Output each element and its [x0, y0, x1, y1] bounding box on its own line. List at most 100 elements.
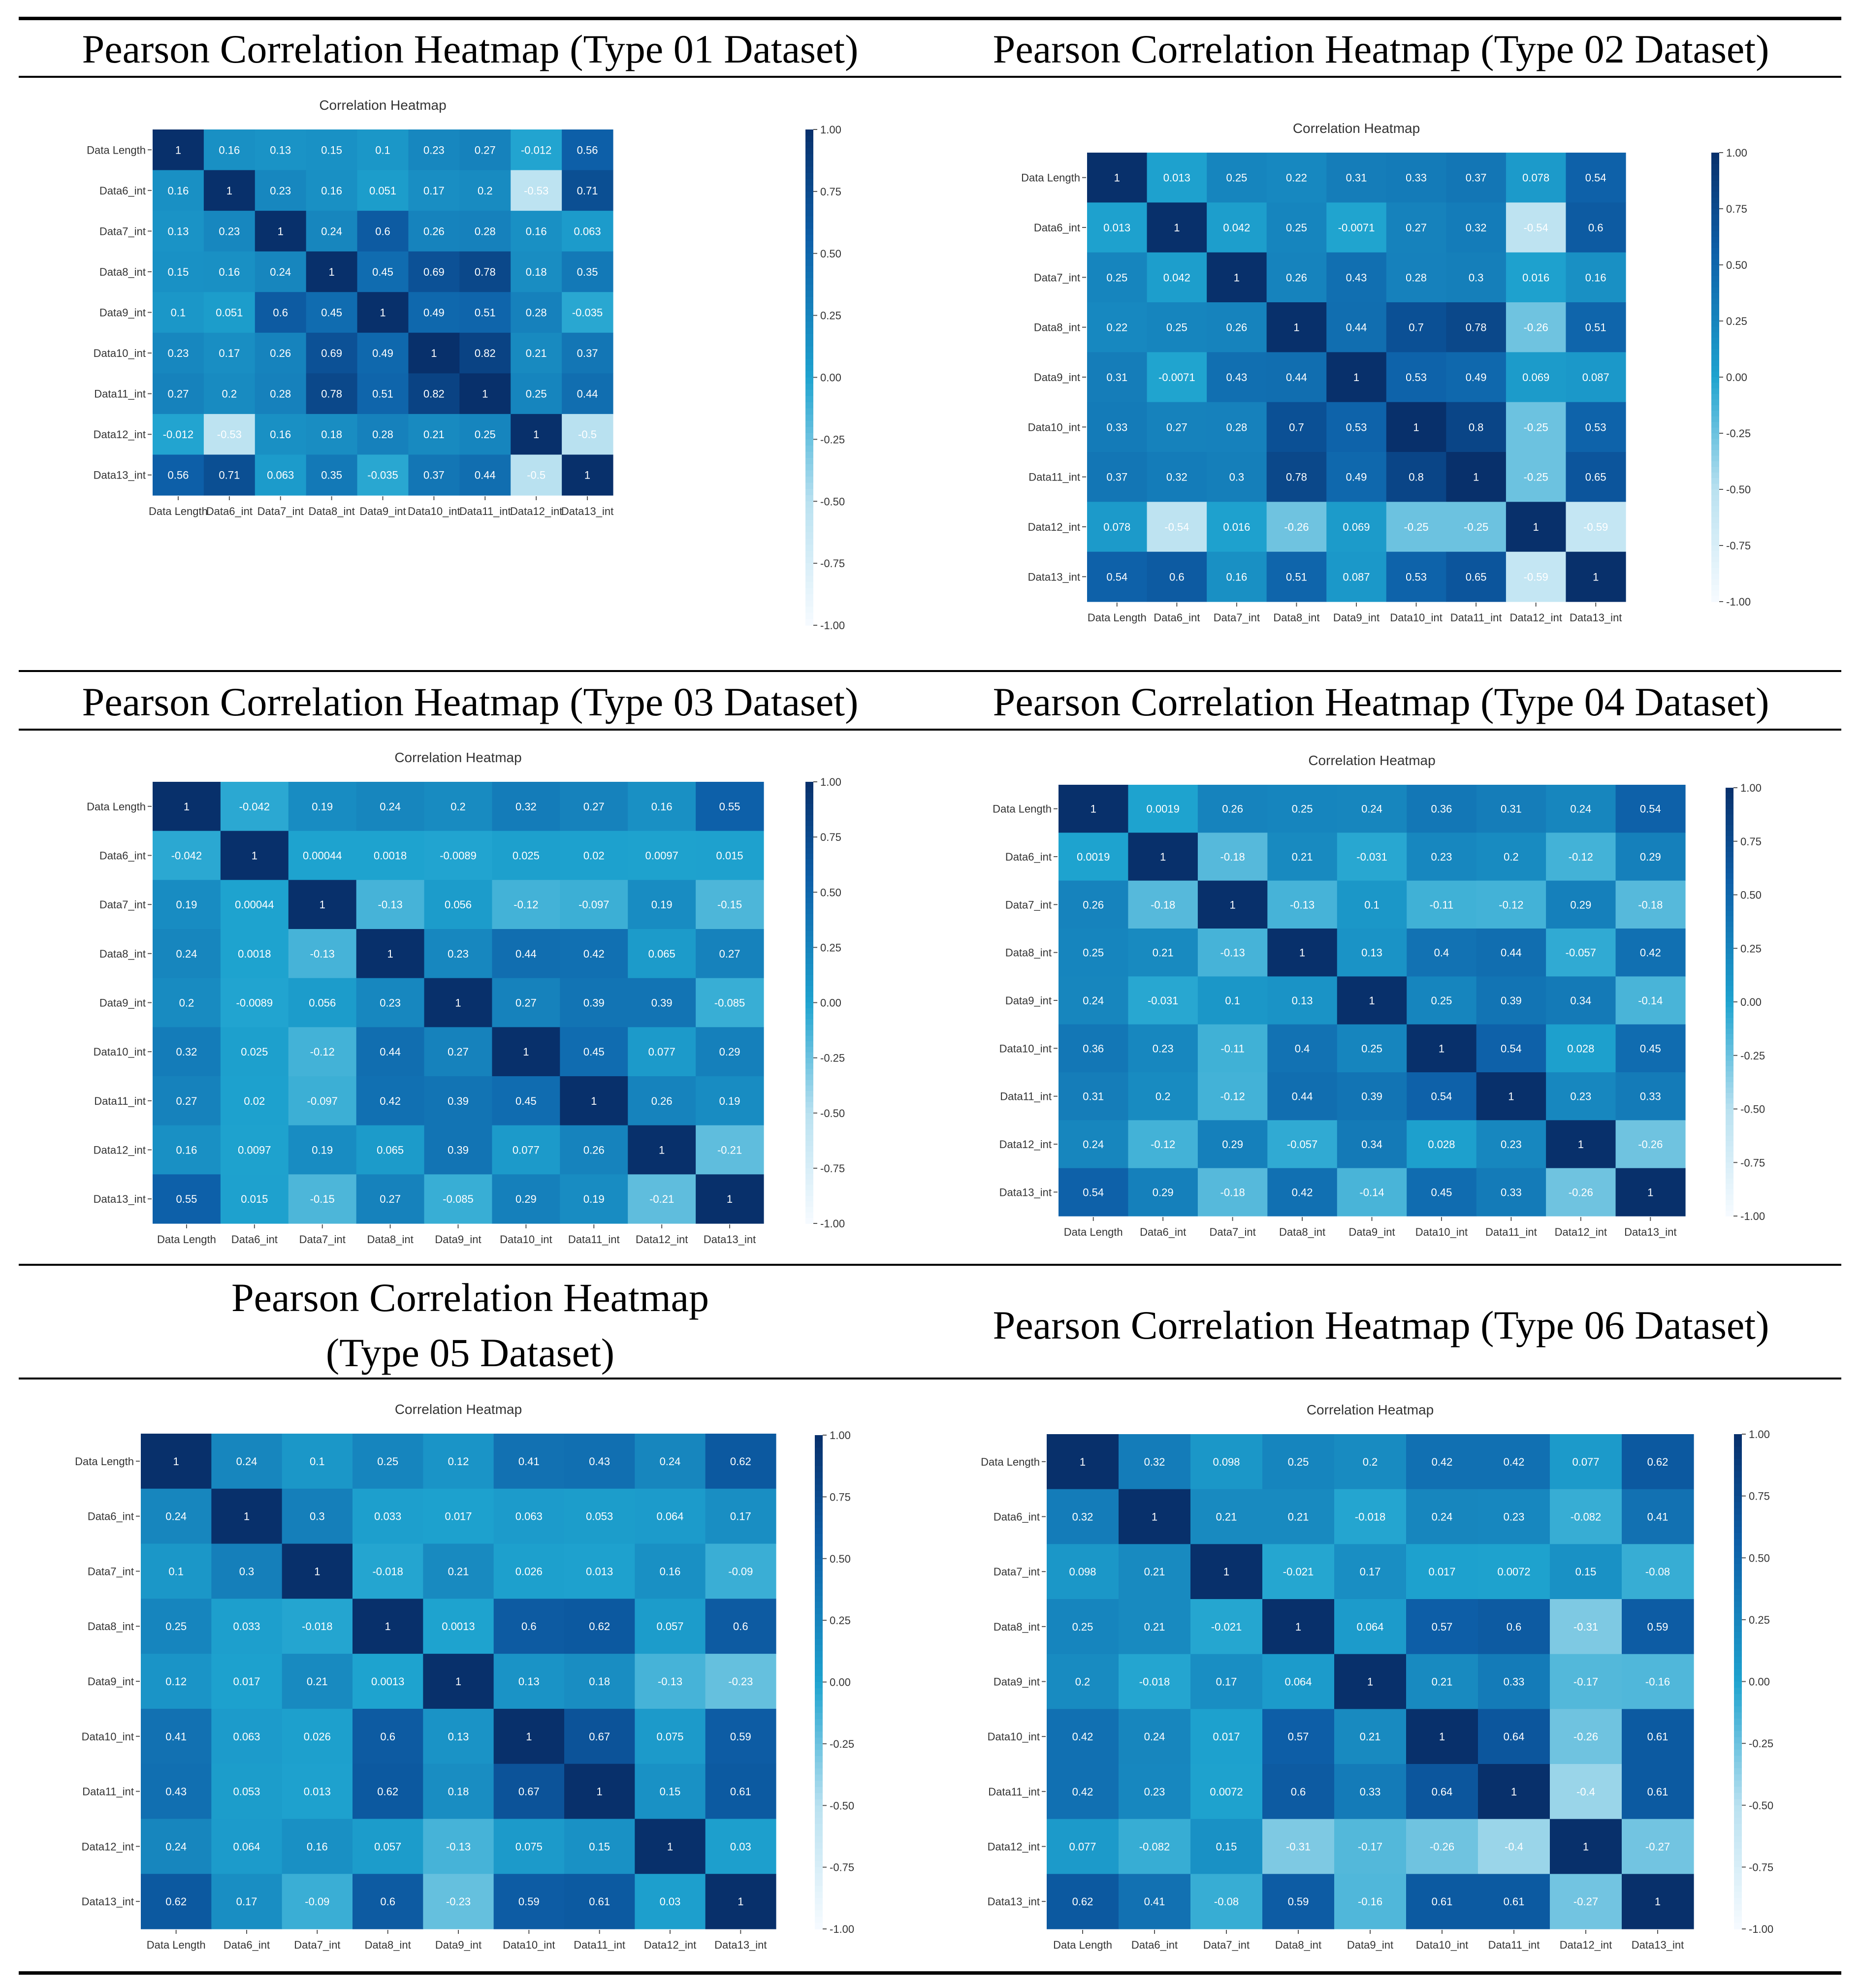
cell-value-label: 0.64	[1432, 1786, 1453, 1798]
colorbar-segment	[1711, 394, 1719, 400]
heatmap-cell	[220, 831, 289, 880]
cell-value-label: 0.2	[179, 997, 194, 1009]
colorbar-segment	[1711, 181, 1719, 187]
colorbar-segment	[1734, 1564, 1742, 1571]
heatmap-cell	[628, 929, 696, 979]
colorbar-segment	[805, 179, 813, 186]
cell-value-label: 0.62	[1072, 1895, 1093, 1908]
heatmap-cell	[1087, 452, 1148, 502]
colorbar-segment	[1711, 461, 1719, 468]
heatmap-cell	[408, 170, 460, 211]
heatmap-cell	[492, 978, 560, 1027]
colorbar-segment	[1711, 439, 1719, 445]
heatmap-cell	[562, 454, 613, 496]
colorbar-segment	[805, 204, 813, 211]
cell-value-label: -0.17	[1573, 1676, 1598, 1688]
heatmap-cell	[1386, 502, 1446, 552]
colorbar-segment	[1734, 1762, 1742, 1769]
cell-value-label: 0.016	[1223, 521, 1250, 533]
cell-value-label: -0.17	[1358, 1841, 1382, 1853]
heatmap-cell	[562, 211, 613, 252]
heatmap-cell	[408, 454, 460, 496]
cell-value-label: 0.23	[1504, 1511, 1525, 1523]
heatmap-cell	[560, 929, 628, 979]
cell-value-label: 0.42	[1432, 1456, 1453, 1468]
heatmap-cell	[306, 454, 358, 496]
heatmap-cell	[1566, 153, 1626, 203]
heatmap-cell	[1326, 452, 1387, 502]
colorbar-segment	[1734, 1904, 1742, 1911]
cell-value-label: -0.012	[163, 428, 193, 441]
y-tick-label: Data12_int	[1028, 521, 1080, 533]
heatmap-cell	[356, 782, 425, 832]
cell-value-label: -0.08	[1645, 1566, 1670, 1578]
cell-value-label: 0.32	[1144, 1456, 1165, 1468]
cell-value-label: 0.26	[1226, 321, 1247, 334]
colorbar-segment	[805, 234, 813, 242]
heatmap-cell	[1326, 252, 1387, 303]
heatmap-cell	[203, 373, 256, 415]
heatmap-cell	[1266, 551, 1327, 602]
title-type-02: Pearson Correlation Heatmap (Type 02 Dat…	[993, 27, 1769, 71]
colorbar-segment	[1734, 1694, 1742, 1700]
heatmap-cell	[408, 373, 460, 415]
cell-value-label: 0.15	[168, 266, 189, 278]
cell-value-label: 0.23	[168, 347, 189, 359]
cell-value-label: 0.056	[309, 997, 336, 1009]
colorbar-segment	[805, 377, 813, 384]
colorbar-segment	[1734, 1545, 1742, 1552]
colorbar-segment	[805, 532, 813, 539]
cell-value-label: -0.0071	[1338, 222, 1375, 234]
cell-value-label: 0.25	[1226, 172, 1247, 184]
y-tick-label: Data9_int	[994, 1676, 1040, 1688]
title-type-06: Pearson Correlation Heatmap (Type 06 Dat…	[993, 1303, 1769, 1347]
cell-value-label: 0.3	[1469, 271, 1484, 284]
cell-value-label: 0.28	[372, 428, 393, 441]
cell-value-label: -0.4	[1576, 1786, 1595, 1798]
heatmap-cell	[511, 251, 562, 292]
cell-value-label: -0.021	[1211, 1621, 1242, 1633]
heatmap-cell	[560, 782, 628, 832]
colorbar-tick-label: -1.00	[820, 619, 845, 632]
cell-value-label: 0.41	[1647, 1511, 1668, 1523]
cell-value-label: 0.78	[475, 266, 496, 278]
cell-value-label: 0.6	[273, 307, 288, 319]
colorbar-segment	[1734, 1836, 1742, 1843]
heatmap-cell	[1506, 252, 1567, 303]
heatmap-cell	[153, 211, 204, 252]
heatmap-cell	[357, 292, 409, 333]
cell-value-label: 1	[1152, 1511, 1157, 1523]
cell-value-label: -0.082	[1571, 1511, 1601, 1523]
heatmap-cell	[288, 831, 357, 880]
colorbar-segment	[1711, 304, 1719, 310]
colorbar-segment	[1734, 1483, 1742, 1490]
cell-value-label: 0.54	[1106, 571, 1127, 583]
cell-value-label: 0.17	[1360, 1566, 1381, 1578]
x-tick-label: Data6_int	[1131, 1939, 1178, 1951]
header-rule-3	[19, 1378, 1841, 1379]
colorbar-segment	[1734, 1842, 1742, 1849]
cell-value-label: 0.31	[1346, 172, 1367, 184]
colorbar-segment	[1711, 175, 1719, 181]
cell-value-label: 1	[226, 185, 232, 197]
heatmap-cell	[408, 251, 460, 292]
colorbar-segment	[1734, 1910, 1742, 1917]
heatmap-cell	[696, 782, 764, 832]
heatmap-cell	[1506, 551, 1567, 602]
cell-value-label: 0.069	[1522, 371, 1549, 384]
colorbar-segment	[1711, 551, 1719, 557]
colorbar-tick-label: 0.00	[1749, 1676, 1770, 1688]
cell-value-label: 0.24	[176, 948, 197, 960]
colorbar-segment	[1734, 1459, 1742, 1466]
cell-value-label: 0.42	[1504, 1456, 1525, 1468]
colorbar-segment	[1711, 360, 1719, 366]
heatmap-cell	[1266, 452, 1327, 502]
colorbar-segment	[1711, 512, 1719, 518]
cell-value-label: 0.15	[1216, 1841, 1237, 1853]
colorbar-segment	[1734, 1712, 1742, 1719]
heatmap-cell	[1147, 153, 1207, 203]
cell-value-label: 1	[328, 266, 334, 278]
cell-value-label: 0.82	[475, 347, 496, 359]
heatmap-cell	[1087, 502, 1148, 552]
